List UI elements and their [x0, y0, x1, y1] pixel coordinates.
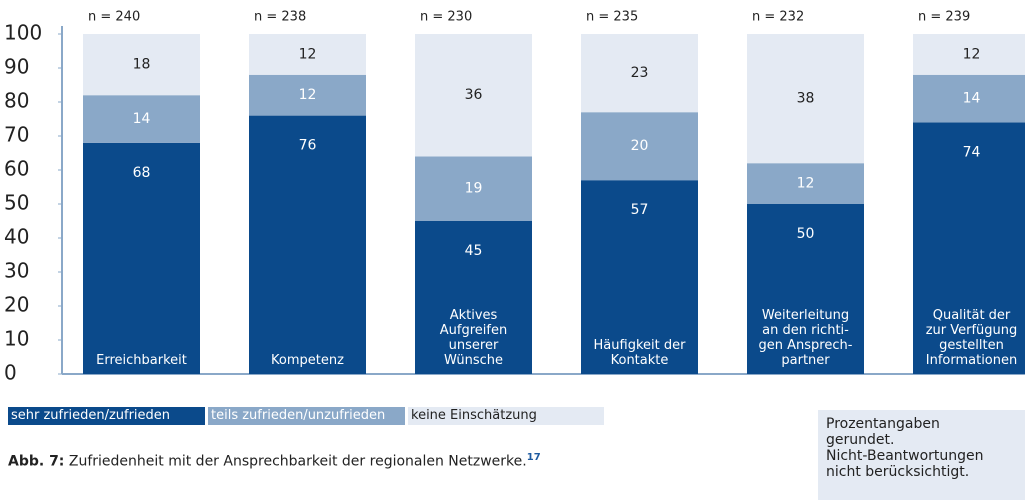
caption-label: Abb. 7:	[8, 453, 65, 470]
bar-segment	[747, 204, 864, 374]
value-label: 12	[299, 46, 317, 62]
bar-segment	[83, 34, 200, 96]
n-label: n = 240	[88, 10, 140, 25]
value-label: 14	[963, 91, 981, 107]
bar-segment	[83, 142, 200, 374]
bar-segment	[581, 34, 698, 113]
bar-segment	[913, 122, 1025, 375]
y-tick-label: 70	[4, 123, 29, 147]
y-tick-label: 40	[4, 225, 29, 249]
note: Prozentangaben gerundet. Nicht-Beantwort…	[818, 410, 1025, 500]
bar-segment	[581, 180, 698, 374]
legend-entry: keine Einschätzung	[408, 407, 604, 425]
bar-segment	[913, 74, 1025, 123]
category-label: Erreichbarkeit	[96, 353, 187, 368]
category-label: Aktives Aufgreifen unserer Wünsche	[439, 308, 508, 368]
y-tick-label: 100	[4, 21, 42, 45]
category-label: Häufigkeit der Kontakte	[593, 338, 686, 368]
value-label: 19	[465, 181, 483, 197]
value-label: 12	[797, 176, 815, 192]
value-label: 57	[631, 202, 649, 218]
footnote-ref: 17	[526, 452, 541, 463]
bar-segment	[249, 115, 366, 374]
value-label: 38	[797, 91, 815, 107]
legend-entry: teils zufrieden/unzufrieden	[208, 407, 405, 425]
value-label: 76	[299, 138, 317, 154]
value-label: 23	[631, 65, 649, 81]
n-label: n = 239	[918, 10, 970, 25]
value-label: 18	[133, 57, 151, 73]
n-label: n = 230	[420, 10, 472, 25]
value-label: 14	[133, 111, 151, 127]
n-label: n = 232	[752, 10, 804, 25]
y-tick-label: 0	[4, 361, 17, 385]
y-tick-label: 50	[4, 191, 29, 215]
value-label: 50	[797, 226, 815, 242]
category-label: Qualität der zur Verfügung gestellten In…	[925, 308, 1018, 368]
bar-segment	[83, 95, 200, 143]
bar-segment	[249, 34, 366, 75]
bar-segment	[747, 34, 864, 164]
y-tick-label: 90	[4, 55, 29, 79]
bar-segment	[415, 156, 532, 221]
y-tick-label: 30	[4, 259, 29, 283]
bar-segment	[581, 112, 698, 181]
n-label: n = 235	[586, 10, 638, 25]
y-tick-label: 80	[4, 89, 29, 113]
caption-text: Zufriedenheit mit der Ansprechbarkeit de…	[68, 453, 527, 470]
category-label: Kompetenz	[271, 353, 344, 368]
bar-segment	[747, 163, 864, 204]
chart: 0 10 20 30 40 50 60 70 80 90 100 68 14 18 n = 240 76 12 1…	[4, 10, 1025, 385]
bar-segment	[415, 221, 532, 374]
value-label: 20	[631, 138, 649, 154]
value-label: 36	[465, 87, 483, 103]
value-label: 68	[133, 165, 151, 181]
value-label: 12	[963, 46, 981, 62]
bar-segment	[415, 34, 532, 157]
caption: Abb. 7: Zufriedenheit mit der Ansprechba…	[8, 452, 541, 470]
value-label: 12	[299, 87, 317, 103]
legend-entry: sehr zufrieden/zufrieden	[8, 407, 205, 425]
y-tick-label: 10	[4, 327, 29, 351]
value-label: 45	[465, 243, 483, 259]
bar-segment	[249, 74, 366, 116]
y-tick-label: 20	[4, 293, 29, 317]
n-label: n = 238	[254, 10, 306, 25]
bar-segment	[913, 34, 1025, 75]
value-label: 74	[963, 144, 981, 160]
y-tick-label: 60	[4, 157, 29, 181]
category-label: Weiterleitung an den richti- gen Ansprec…	[758, 308, 853, 368]
